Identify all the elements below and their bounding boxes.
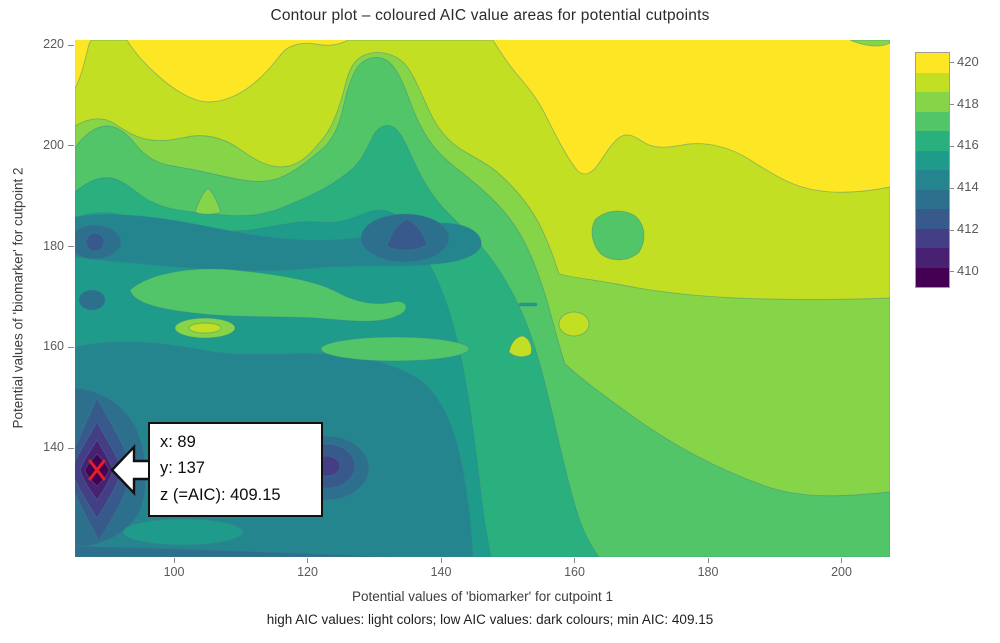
colorbar-band-0	[916, 53, 949, 73]
colorbar-band-5	[916, 150, 949, 170]
x-axis-label: Potential values of 'biomarker' for cutp…	[351, 589, 614, 604]
colorbar-tick-label: 410	[957, 262, 979, 278]
colorbar-tick-mark	[950, 187, 954, 189]
y-tick-mark	[68, 246, 74, 247]
x-tick-mark	[440, 558, 442, 563]
colorbar-band-11	[916, 267, 949, 287]
contour-island	[122, 518, 244, 546]
colorbar-band-7	[916, 189, 949, 209]
colorbar-tick-label: 420	[957, 53, 979, 69]
x-tick-label: 120	[297, 565, 318, 579]
y-tick-label: 220	[43, 37, 64, 51]
colorbar-band-4	[916, 131, 949, 151]
colorbar-band-2	[916, 92, 949, 112]
x-tick-mark	[841, 558, 842, 563]
colorbar-tick-mark	[950, 271, 954, 273]
x-tick-mark	[707, 558, 709, 563]
y-tick-mark	[68, 447, 74, 449]
y-tick-label: 180	[43, 238, 64, 253]
colorbar	[915, 52, 950, 288]
colorbar-band-10	[916, 248, 949, 268]
tooltip-line-x: x: 89	[160, 433, 196, 451]
colorbar-band-9	[916, 228, 949, 248]
colorbar-tick-mark	[950, 229, 954, 231]
x-tick-label: 200	[831, 565, 852, 579]
y-tick-mark	[68, 145, 74, 147]
y-tick-mark	[68, 346, 74, 348]
colorbar-tick-label: 418	[957, 95, 979, 111]
x-tick-label: 140	[430, 565, 452, 579]
y-tick-mark	[68, 44, 74, 46]
colorbar-tick-label: 414	[957, 179, 979, 195]
colorbar-tick-mark	[950, 145, 954, 147]
tooltip-line-y: y: 137	[160, 459, 205, 478]
caption-text: high AIC values: light colors; low AIC v…	[266, 612, 714, 627]
x-tick-label: 160	[564, 565, 585, 579]
contour-island-group	[188, 311, 590, 358]
tooltip-callout: x: 89 y: 137 z (=AIC): 409.15	[148, 422, 323, 517]
y-tick-label: 160	[43, 339, 64, 354]
x-tick-label: 180	[697, 565, 719, 579]
contour-island-group	[129, 210, 645, 362]
chart-title: Contour plot – coloured AIC value areas …	[270, 7, 710, 24]
colorbar-tick-label: 416	[957, 137, 979, 153]
colorbar-band-6	[916, 170, 949, 190]
y-tick-label: 200	[43, 137, 64, 152]
contour-dash-island	[518, 302, 538, 307]
tooltip-line-z: z (=AIC): 409.15	[160, 485, 281, 504]
x-tick-label: 100	[163, 565, 185, 579]
colorbar-tick-mark	[950, 104, 954, 106]
colorbar-tick-label: 412	[957, 221, 979, 236]
colorbar-band-1	[916, 72, 949, 92]
colorbar-tick-mark	[950, 62, 954, 64]
min-point-marker	[88, 459, 106, 481]
colorbar-band-8	[916, 209, 949, 229]
x-tick-mark	[574, 558, 575, 563]
x-tick-mark	[173, 558, 175, 563]
y-tick-label: 140	[43, 440, 64, 454]
x-tick-mark	[307, 558, 308, 563]
colorbar-band-3	[916, 111, 949, 131]
y-axis-label: Potential values of 'biomarker' for cutp…	[10, 167, 26, 429]
